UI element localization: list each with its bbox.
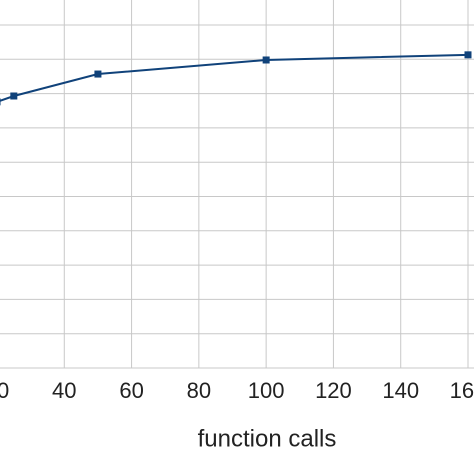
x-tick-label: 60 — [119, 378, 143, 403]
series-line — [0, 53, 469, 102]
point-marker — [0, 98, 1, 106]
point-marker — [10, 92, 18, 100]
point-marker — [464, 51, 472, 59]
x-tick-label: 40 — [52, 378, 76, 403]
x-tick-label: 20 — [0, 378, 9, 403]
x-tick-label: 80 — [187, 378, 211, 403]
x-axis-title: function calls — [198, 425, 337, 452]
point-marker — [94, 70, 102, 78]
x-tick-label: 120 — [315, 378, 352, 403]
x-tick-label: 100 — [248, 378, 285, 403]
point-marker — [262, 56, 270, 64]
x-tick-label: 140 — [382, 378, 419, 403]
x-tick-label: 160 — [450, 378, 474, 403]
